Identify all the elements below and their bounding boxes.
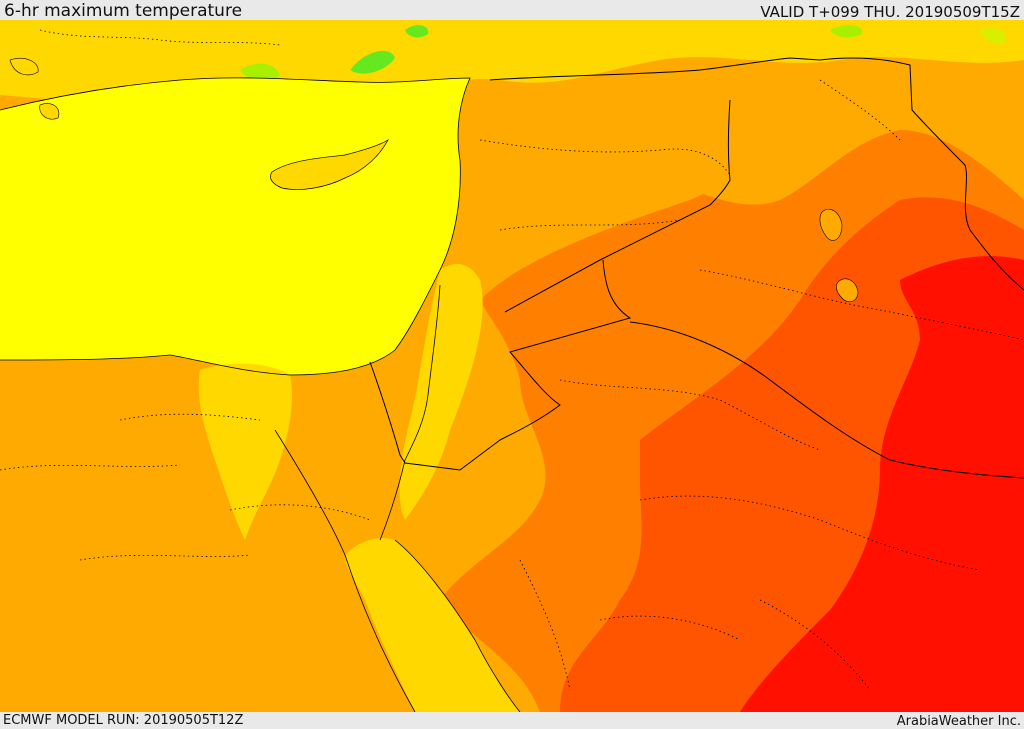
temperature-map[interactable] bbox=[0, 20, 1024, 712]
cyprus-island bbox=[270, 139, 389, 190]
red-sea-coastline bbox=[274, 429, 521, 712]
gulf-island bbox=[819, 208, 843, 241]
jordan-river-line bbox=[379, 284, 441, 541]
levant-coast bbox=[399, 264, 483, 520]
credit-label: ArabiaWeather Inc. bbox=[896, 714, 1021, 729]
international-border bbox=[489, 57, 1024, 291]
cool-mountain-zone bbox=[240, 63, 280, 82]
egypt-israel-border bbox=[369, 361, 406, 464]
red-sea bbox=[345, 538, 520, 712]
syria-iraq-border bbox=[504, 99, 731, 313]
cool-mountain-zone-4 bbox=[830, 25, 863, 38]
province-boundaries bbox=[0, 29, 1024, 691]
map-title: 6-hr maximum temperature bbox=[4, 1, 243, 21]
gulf-island-2 bbox=[836, 278, 859, 303]
aegean-islands bbox=[9, 58, 60, 120]
map-canvas bbox=[0, 20, 1024, 712]
footer-bar: ECMWF MODEL RUN: 20190505T12Z ArabiaWeat… bbox=[0, 712, 1024, 729]
mediterranean-coastline bbox=[0, 77, 471, 376]
extreme-zone bbox=[740, 256, 1024, 712]
header-bar: 6-hr maximum temperature VALID T+099 THU… bbox=[0, 0, 1024, 20]
cool-mountain-zone-3 bbox=[405, 25, 429, 38]
model-run-label: ECMWF MODEL RUN: 20190505T12Z bbox=[3, 713, 244, 728]
cool-mountain-zone-2 bbox=[350, 50, 395, 74]
valid-time-label: VALID T+099 THU. 20190509T15Z bbox=[760, 3, 1020, 21]
cool-mountain-zone-5 bbox=[980, 28, 1006, 44]
nile-delta bbox=[198, 363, 292, 540]
jordan-saudi-border bbox=[404, 259, 632, 471]
mediterranean-sea bbox=[0, 77, 470, 376]
saudi-iraq-border bbox=[629, 321, 1024, 479]
